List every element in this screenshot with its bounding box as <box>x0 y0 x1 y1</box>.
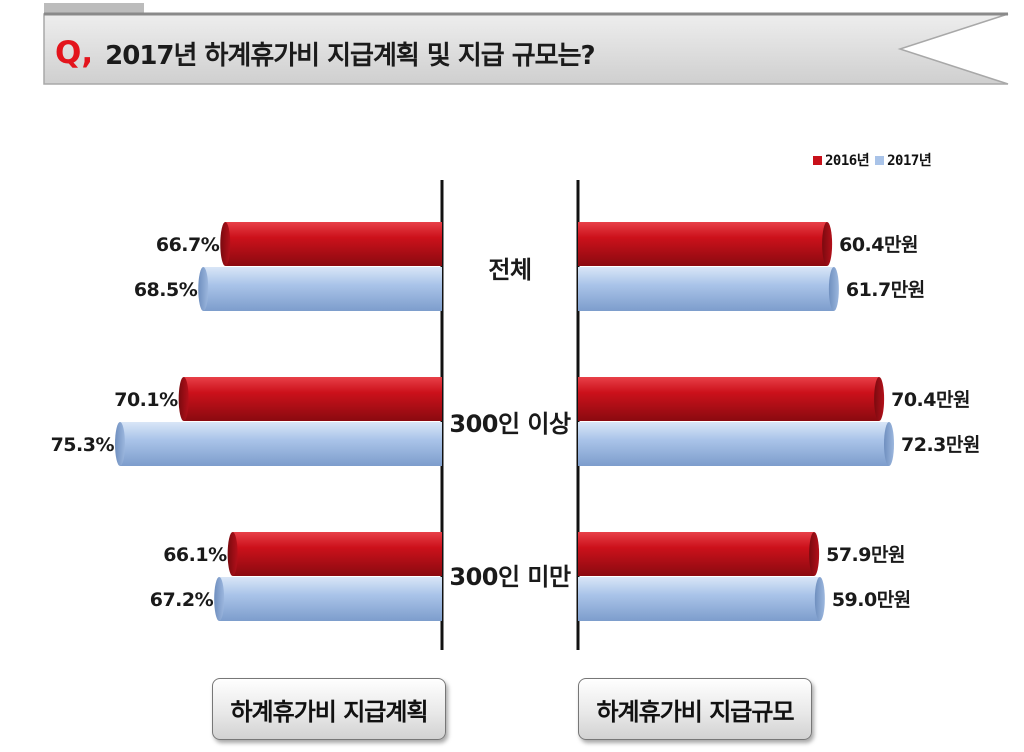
value-label-scale-total-2017: 61.7만원 <box>846 279 925 301</box>
panel-label-scale: 하계휴가비 지급규모 <box>578 678 812 740</box>
bar-scale-300-plus-2016 <box>578 377 885 421</box>
panel-label-scale-text: 하계휴가비 지급규모 <box>596 697 794 726</box>
value-label-plan-300-plus-2017: 75.3% <box>51 434 115 456</box>
bar-plan-total-2016 <box>220 222 442 266</box>
bar-scale-total-2016 <box>578 222 833 266</box>
value-label-plan-total-2017: 68.5% <box>134 279 198 301</box>
title-banner <box>43 3 1009 85</box>
bar-scale-total-2017 <box>578 267 839 311</box>
value-label-scale-300-under-2016: 57.9만원 <box>826 544 905 566</box>
legend-swatch-2016 <box>813 155 822 165</box>
bar-scale-300-under-2016 <box>578 532 820 576</box>
bar-plan-300-under-2016 <box>227 532 442 576</box>
bar-plan-total-2017 <box>198 267 442 311</box>
panel-label-plan-text: 하계휴가비 지급계획 <box>230 697 428 726</box>
legend-swatch-2017 <box>875 155 885 165</box>
title-q-mark: Q, <box>55 35 94 71</box>
value-label-plan-total-2016: 66.7% <box>156 234 220 256</box>
bar-scale-300-plus-2017 <box>578 422 894 466</box>
bar-scale-300-under-2017 <box>578 577 825 621</box>
category-label-300-under: 300인 미만 <box>449 563 571 591</box>
category-label-total: 전체 <box>488 256 531 284</box>
bar-plan-300-plus-2017 <box>115 422 442 466</box>
legend-label-2017: 2017년 <box>887 153 932 169</box>
category-label-300-plus: 300인 이상 <box>449 410 571 438</box>
legend-item-2017: 2017년 <box>875 150 932 170</box>
value-label-plan-300-under-2017: 67.2% <box>150 589 214 611</box>
value-label-scale-300-plus-2016: 70.4만원 <box>891 389 970 411</box>
panel-label-plan: 하계휴가비 지급계획 <box>212 678 446 740</box>
bar-plan-300-plus-2016 <box>178 377 442 421</box>
value-label-scale-300-under-2017: 59.0만원 <box>832 589 911 611</box>
value-label-plan-300-under-2016: 66.1% <box>163 544 227 566</box>
chart-legend: 2016년 2017년 <box>813 150 937 170</box>
bar-plan-300-under-2017 <box>214 577 442 621</box>
value-label-plan-300-plus-2016: 70.1% <box>114 389 178 411</box>
title-question: 2017년 하계휴가비 지급계획 및 지급 규모는? <box>105 40 595 71</box>
value-label-scale-300-plus-2017: 72.3만원 <box>901 434 980 456</box>
legend-label-2016: 2016년 <box>825 153 870 169</box>
page-title: Q, 2017년 하계휴가비 지급계획 및 지급 규모는? <box>55 28 596 78</box>
legend-item-2016: 2016년 <box>813 150 870 170</box>
value-label-scale-total-2016: 60.4만원 <box>839 234 918 256</box>
